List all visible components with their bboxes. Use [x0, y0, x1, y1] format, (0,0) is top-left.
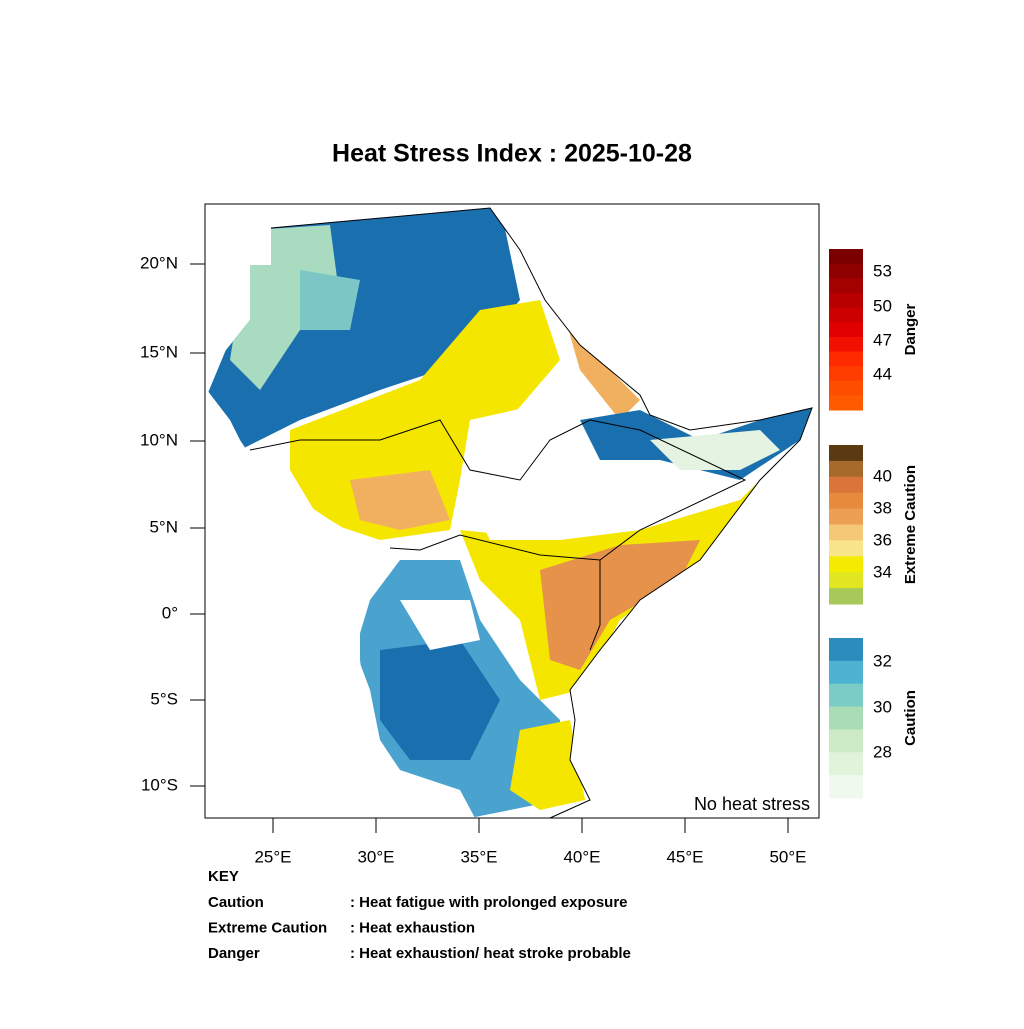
legend-swatch [829, 775, 863, 799]
extreme-area [540, 540, 700, 670]
legend-label: 44 [873, 364, 892, 383]
legend-swatch [829, 660, 863, 685]
legend-title: Extreme Caution [902, 465, 919, 584]
lat-tick-label: 0° [162, 603, 178, 622]
legend-label: 53 [873, 261, 892, 280]
legend-swatch [829, 752, 863, 776]
legend-swatch [829, 292, 863, 309]
lat-tick-label: 5°N [149, 517, 178, 536]
legend-swatch [829, 638, 863, 662]
legend-swatch [829, 588, 863, 605]
legend-swatch [829, 706, 863, 730]
key-title: KEY [208, 868, 239, 885]
legend-swatch [829, 556, 863, 573]
lat-tick-label: 10°N [140, 430, 178, 449]
extreme-area [510, 720, 585, 810]
legend-swatch [829, 524, 863, 541]
legend-label: 38 [873, 498, 892, 517]
legend-swatch [829, 366, 863, 382]
lat-tick-label: 10°S [141, 775, 178, 794]
caution-area [650, 430, 780, 470]
legend-swatch [829, 729, 863, 753]
coastline [270, 207, 813, 819]
plot-frame [204, 203, 820, 819]
legend-label: 47 [873, 330, 892, 349]
key-term: Caution [208, 894, 264, 911]
legend-swatch [829, 476, 863, 494]
legend-label: 40 [873, 466, 892, 485]
legend-label: 28 [873, 742, 892, 761]
borders [249, 419, 747, 561]
borders [589, 560, 601, 651]
legend-title: Caution [902, 690, 919, 746]
legend-swatch [829, 395, 863, 411]
lat-tick-label: 20°N [140, 253, 178, 272]
legend-swatch [829, 322, 863, 338]
legend-label: 32 [873, 651, 892, 670]
lon-tick-label: 35°E [460, 847, 497, 866]
legend-swatch [829, 540, 863, 557]
legend-swatch [829, 380, 863, 396]
lon-tick-label: 50°E [769, 847, 806, 866]
lon-tick-label: 30°E [357, 847, 394, 866]
legend-title: Danger [902, 304, 919, 356]
extreme-area [350, 470, 450, 530]
annotation: No heat stress [694, 794, 810, 814]
legend-swatch [829, 572, 863, 589]
legend-swatch [829, 683, 863, 708]
heat-map [207, 208, 812, 818]
key-desc: : Heat exhaustion/ heat stroke probable [350, 945, 631, 962]
legend-swatch [829, 492, 863, 510]
legend-swatch [829, 508, 863, 525]
key-desc: : Heat fatigue with prolonged exposure [350, 894, 628, 911]
lon-tick-label: 45°E [666, 847, 703, 866]
legend-swatch [829, 249, 863, 265]
lon-tick-label: 40°E [563, 847, 600, 866]
lon-tick-label: 25°E [254, 847, 291, 866]
key-desc: : Heat exhaustion [350, 919, 475, 936]
lat-tick-label: 5°S [150, 689, 178, 708]
legend-swatch [829, 460, 863, 478]
key-term: Danger [208, 945, 260, 962]
no-stress-area [460, 400, 580, 540]
legend-label: 50 [873, 296, 892, 315]
lat-tick-label: 15°N [140, 342, 178, 361]
legend-swatch [829, 278, 863, 294]
legend-swatch [829, 307, 863, 323]
legend-label: 36 [873, 530, 892, 549]
caution-area [230, 225, 340, 390]
legend-swatch [829, 351, 863, 367]
legend-label: 30 [873, 697, 892, 716]
key-term: Extreme Caution [208, 919, 327, 936]
legend-swatch [829, 336, 863, 352]
no-stress-area [400, 600, 480, 650]
legend-label: 34 [873, 562, 892, 581]
title: Heat Stress Index : 2025-10-28 [332, 140, 692, 168]
legend-swatch [829, 263, 863, 279]
caution-area [300, 270, 360, 330]
caution-area [380, 640, 500, 760]
legend-swatch [829, 445, 863, 462]
